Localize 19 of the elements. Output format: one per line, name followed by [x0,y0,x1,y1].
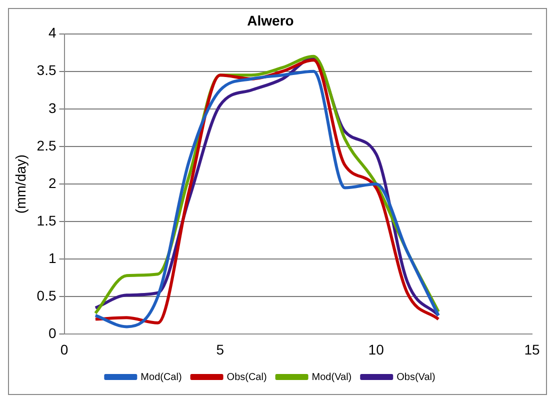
x-tick-label: 0 [60,341,68,358]
y-tick-label: 1 [48,250,56,266]
y-tick-label: 2.5 [36,137,56,154]
y-tick-label: 1.5 [36,212,56,228]
y-axis-title: (mm/day) [12,154,28,214]
legend-label: Mod(Cal) [140,372,182,383]
y-tick-label: 4 [48,24,56,41]
y-tick-label: 0 [48,325,56,342]
legend-label: Obs(Val) [396,372,436,383]
y-tick-label: 3.5 [36,62,56,78]
y-tick-label: 0.5 [36,288,56,304]
x-tick-label: 5 [216,341,224,358]
chart-title: Alwero [247,12,294,28]
y-tick-label: 2 [48,174,56,191]
x-tick-label: 10 [368,341,384,358]
legend-label: Mod(Val) [312,372,352,383]
y-tick-label: 3 [48,100,56,116]
legend-label: Obs(Cal) [226,372,267,383]
x-tick-label: 15 [524,341,540,358]
